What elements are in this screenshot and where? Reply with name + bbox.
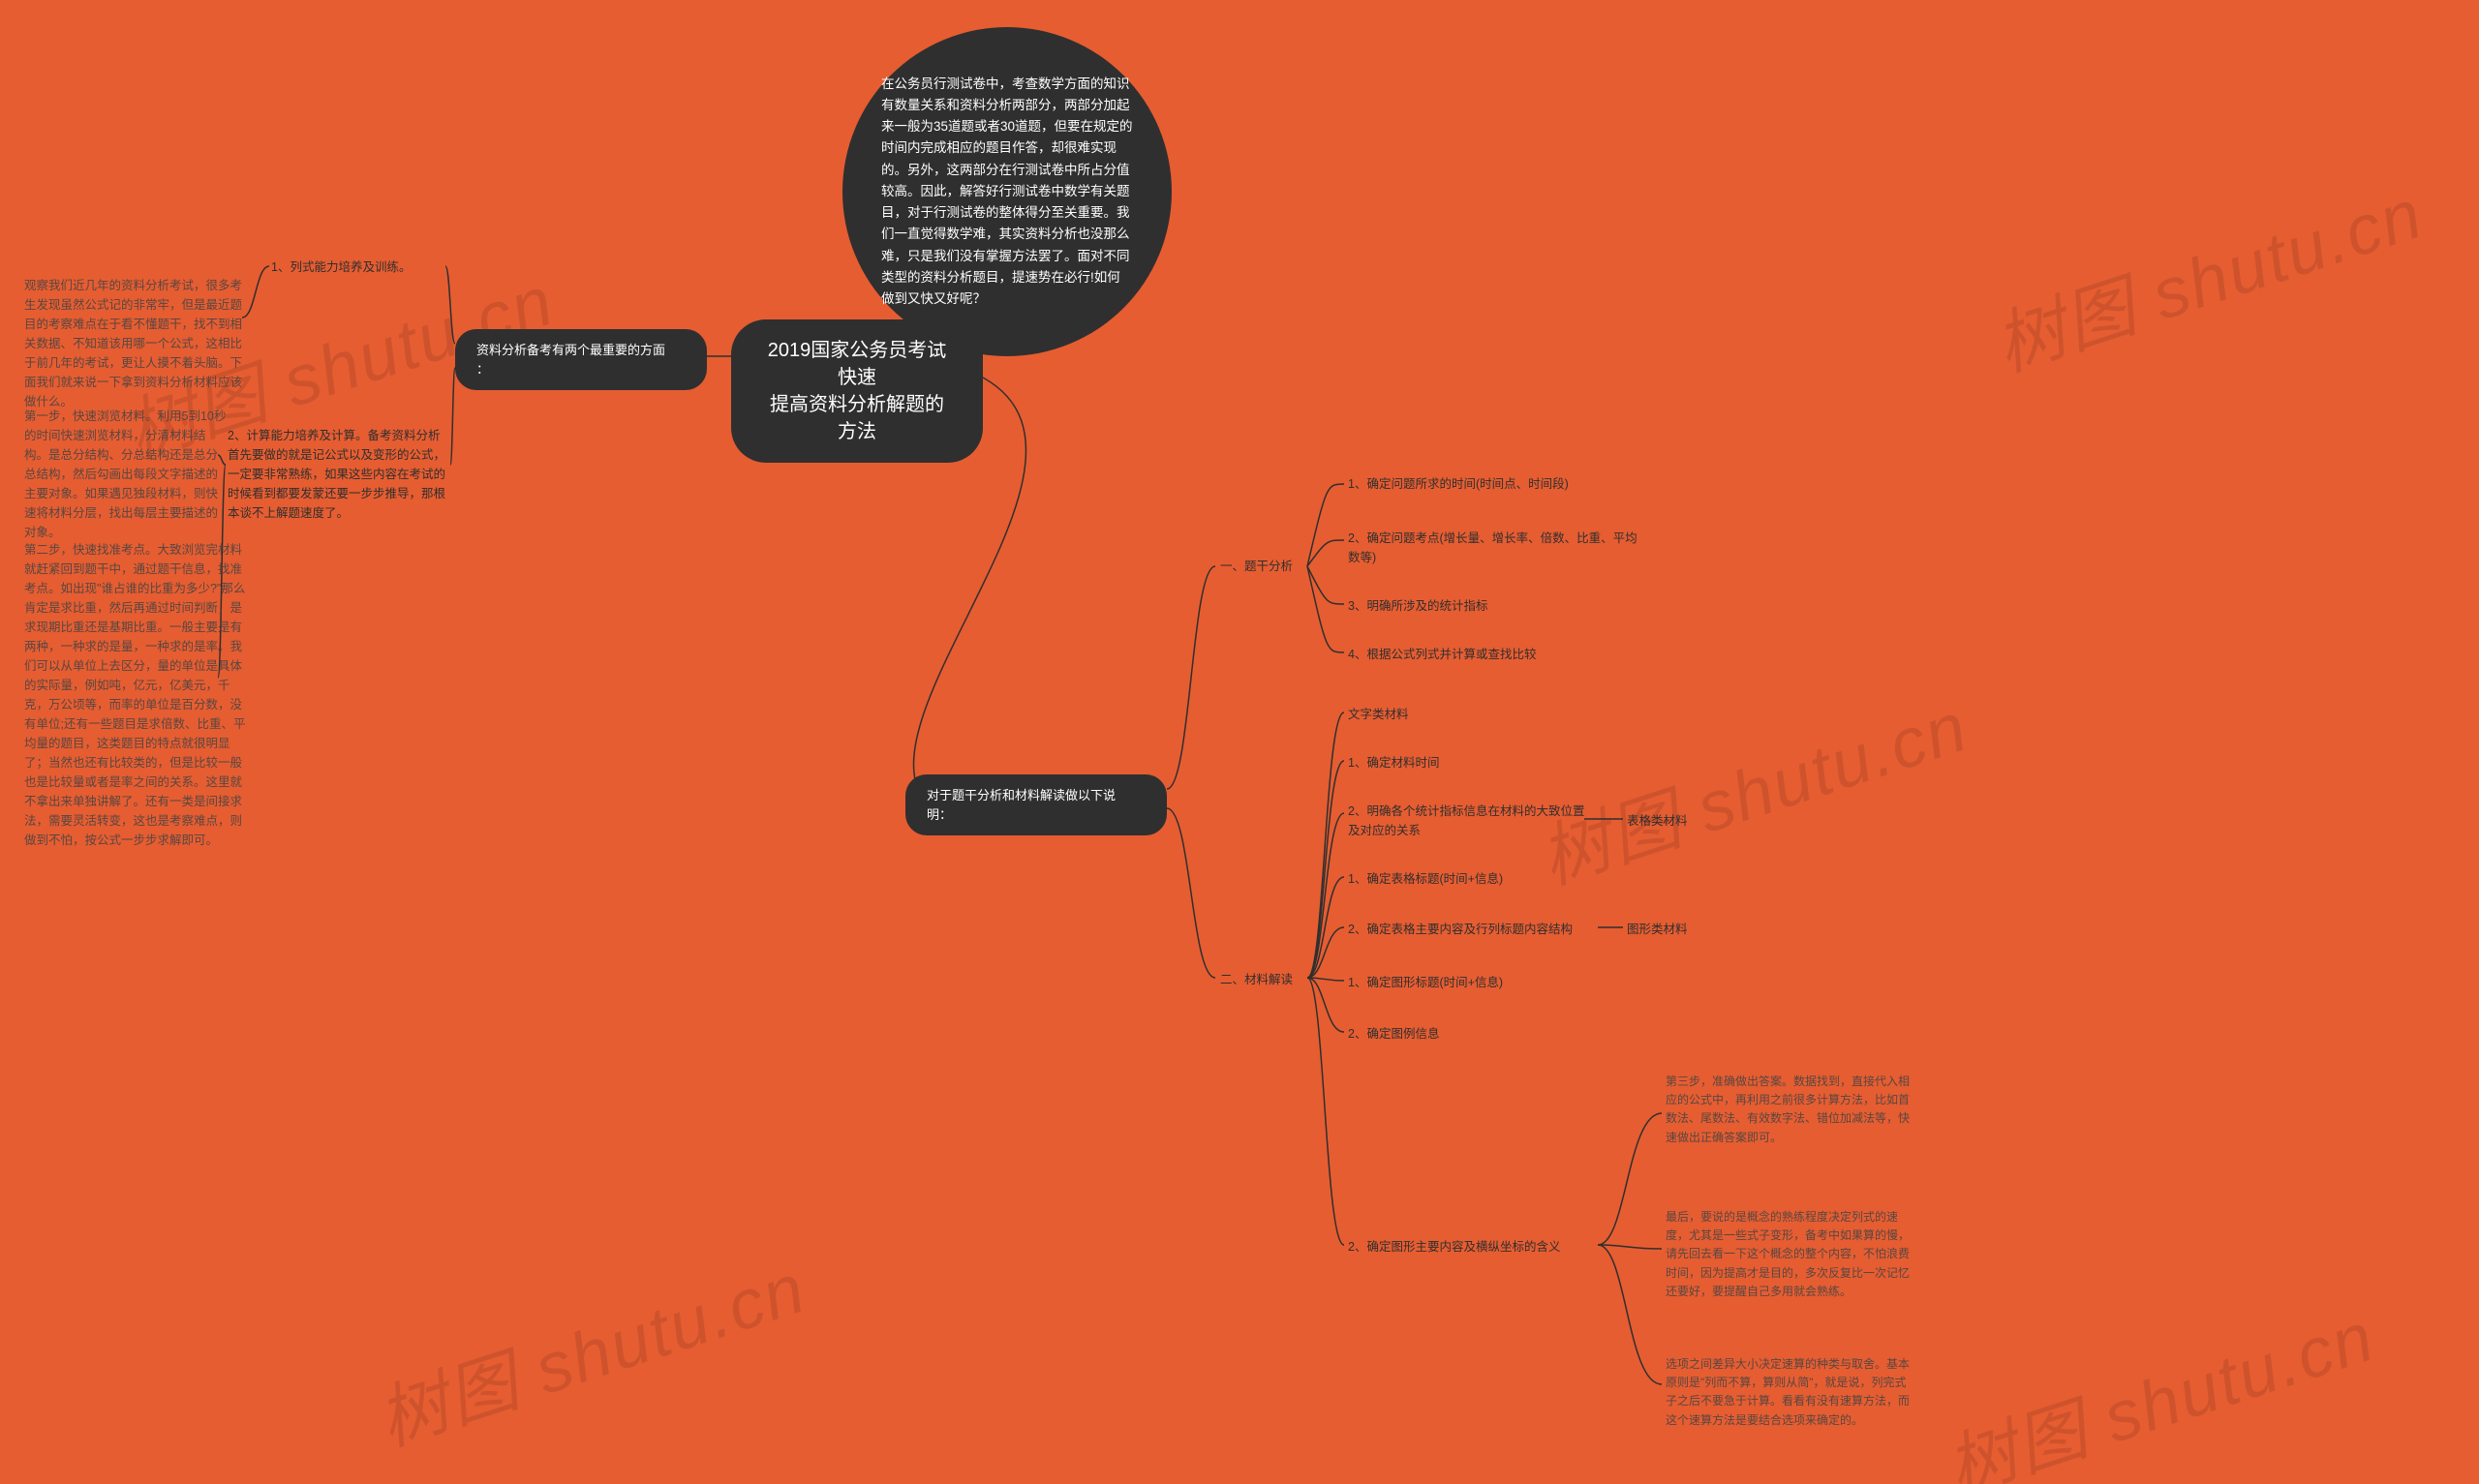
b1-i3-text: 3、明确所涉及的统计指标 bbox=[1348, 599, 1487, 613]
left-main-l1: 资料分析备考有两个最重要的方面 bbox=[476, 343, 665, 357]
b1-i3: 3、明确所涉及的统计指标 bbox=[1348, 596, 1638, 616]
b2-t3-label-text: 图形类材料 bbox=[1627, 923, 1688, 936]
b2-t3-i2-text: 2、确定图例信息 bbox=[1348, 1027, 1439, 1041]
b1-label: 一、题干分析 bbox=[1220, 557, 1293, 576]
b2-t3-i3-s2: 最后，要说的是概念的熟练程度决定列式的速度，尤其是一些式子变形，备考中如果算的慢… bbox=[1666, 1208, 1917, 1301]
b1-label-text: 一、题干分析 bbox=[1220, 560, 1293, 573]
root-title-l2: 提高资料分析解题的方法 bbox=[770, 394, 944, 442]
b2-t1-label: 文字类材料 bbox=[1348, 705, 1409, 724]
b2-t3-i1: 1、确定图形标题(时间+信息) bbox=[1348, 973, 1600, 992]
left-main-node[interactable]: 资料分析备考有两个最重要的方面 ： bbox=[455, 329, 707, 390]
b2-t3-i2: 2、确定图例信息 bbox=[1348, 1024, 1600, 1044]
b1-i4-text: 4、根据公式列式并计算或查找比较 bbox=[1348, 648, 1536, 661]
left-c1-sub: 观察我们近几年的资料分析考试，很多考生发现虽然公式记的非常牢，但是最近题目的考察… bbox=[24, 276, 242, 411]
b2-t2-i2: 2、确定表格主要内容及行列标题内容结构 bbox=[1348, 920, 1600, 939]
intro-block[interactable]: 在公务员行测试卷中，考查数学方面的知识有数量关系和资料分析两部分，两部分加起来一… bbox=[842, 27, 1172, 356]
b2-t3-label: 图形类材料 bbox=[1627, 920, 1688, 939]
left-c2-step2-text: 第二步，快速找准考点。大致浏览完材料就赶紧回到题干中，通过题干信息，找准考点。如… bbox=[24, 543, 245, 847]
b2-t2-label: 表格类材料 bbox=[1627, 811, 1688, 831]
right-main-l1: 对于题干分析和材料解读做以下说 bbox=[927, 788, 1116, 803]
b2-t1-i2: 2、明确各个统计指标信息在材料的大致位置及对应的关系 bbox=[1348, 802, 1585, 840]
left-c2-step2: 第二步，快速找准考点。大致浏览完材料就赶紧回到题干中，通过题干信息，找准考点。如… bbox=[24, 540, 247, 850]
b1-i1-text: 1、确定问题所求的时间(时间点、时间段) bbox=[1348, 477, 1569, 491]
b2-t1-i1: 1、确定材料时间 bbox=[1348, 753, 1439, 772]
b2-t3-i1-text: 1、确定图形标题(时间+信息) bbox=[1348, 976, 1503, 989]
right-main-node[interactable]: 对于题干分析和材料解读做以下说 明： bbox=[905, 774, 1167, 835]
b2-t3-i3-s3: 选项之间差异大小决定速算的种类与取舍。基本原则是"列而不算，算则从简"，就是说，… bbox=[1666, 1355, 1917, 1430]
right-main-l2: 明： bbox=[927, 807, 952, 822]
b2-t3-i3-text: 2、确定图形主要内容及横纵坐标的含义 bbox=[1348, 1240, 1560, 1254]
left-c1: 1、列式能力培养及训练。 bbox=[271, 257, 445, 277]
intro-text: 在公务员行测试卷中，考查数学方面的知识有数量关系和资料分析两部分，两部分加起来一… bbox=[881, 74, 1133, 311]
b2-t1-label-text: 文字类材料 bbox=[1348, 708, 1409, 721]
b2-t1-i2-text: 2、明确各个统计指标信息在材料的大致位置及对应的关系 bbox=[1348, 804, 1584, 837]
canvas-background bbox=[0, 0, 2479, 1484]
b1-i2-text: 2、确定问题考点(增长量、增长率、倍数、比重、平均数等) bbox=[1348, 531, 1637, 564]
b1-i4: 4、根据公式列式并计算或查找比较 bbox=[1348, 645, 1638, 664]
b2-t1-i1-text: 1、确定材料时间 bbox=[1348, 756, 1439, 770]
left-c2: 2、计算能力培养及计算。备考资料分析首先要做的就是记公式以及变形的公式，一定要非… bbox=[228, 426, 450, 523]
b2-t2-i1: 1、确定表格标题(时间+信息) bbox=[1348, 869, 1600, 889]
b2-label: 二、材料解读 bbox=[1220, 970, 1293, 989]
left-c1-sub-text: 观察我们近几年的资料分析考试，很多考生发现虽然公式记的非常牢，但是最近题目的考察… bbox=[24, 279, 242, 409]
left-c2-step1: 第一步，快速浏览材料。利用5到10秒的时间快速浏览材料，分清材料结构。是总分结构… bbox=[24, 407, 228, 542]
b2-label-text: 二、材料解读 bbox=[1220, 973, 1293, 986]
left-c1-text: 1、列式能力培养及训练。 bbox=[271, 260, 411, 274]
b2-t2-i1-text: 1、确定表格标题(时间+信息) bbox=[1348, 872, 1503, 886]
left-c2-text: 2、计算能力培养及计算。备考资料分析首先要做的就是记公式以及变形的公式，一定要非… bbox=[228, 429, 445, 520]
b2-t3-i3-s3-text: 选项之间差异大小决定速算的种类与取舍。基本原则是"列而不算，算则从简"，就是说，… bbox=[1666, 1357, 1910, 1427]
b2-t2-i2-text: 2、确定表格主要内容及行列标题内容结构 bbox=[1348, 923, 1573, 936]
b2-t2-label-text: 表格类材料 bbox=[1627, 814, 1688, 828]
b2-t3-i3-s1: 第三步，准确做出答案。数据找到，直接代入相应的公式中，再利用之前很多计算方法，比… bbox=[1666, 1073, 1917, 1147]
b2-t3-i3: 2、确定图形主要内容及横纵坐标的含义 bbox=[1348, 1237, 1600, 1257]
b2-t3-i3-s1-text: 第三步，准确做出答案。数据找到，直接代入相应的公式中，再利用之前很多计算方法，比… bbox=[1666, 1075, 1910, 1144]
root-title-l1: 2019国家公务员考试快速 bbox=[768, 340, 947, 388]
b1-i1: 1、确定问题所求的时间(时间点、时间段) bbox=[1348, 474, 1638, 494]
left-c2-step1-text: 第一步，快速浏览材料。利用5到10秒的时间快速浏览材料，分清材料结构。是总分结构… bbox=[24, 409, 226, 539]
b2-t3-i3-s2-text: 最后，要说的是概念的熟练程度决定列式的速度，尤其是一些式子变形，备考中如果算的慢… bbox=[1666, 1210, 1910, 1298]
b1-i2: 2、确定问题考点(增长量、增长率、倍数、比重、平均数等) bbox=[1348, 529, 1638, 567]
left-main-l2: ： bbox=[476, 362, 489, 377]
